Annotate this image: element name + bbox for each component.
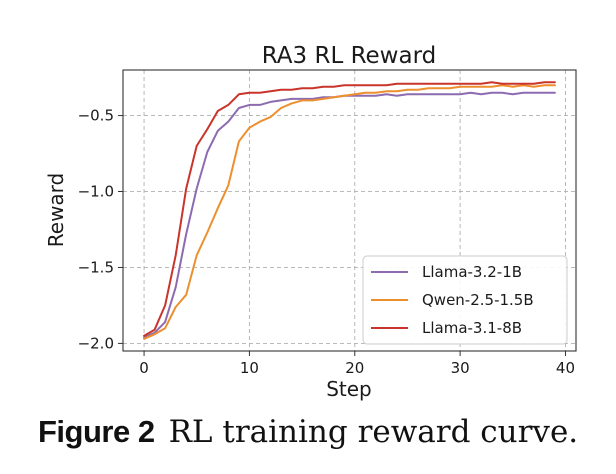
x-tick-label: 30 <box>451 359 470 377</box>
y-tick-label: −0.5 <box>78 107 114 125</box>
y-tick-label: −2.0 <box>78 334 114 352</box>
axis-ticks: 0 10 20 30 40 −2.0 −1.5 −1.0 −0.5 <box>78 107 575 377</box>
caption-text: RL training reward curve. <box>168 414 579 450</box>
series-line-1 <box>143 84 556 340</box>
legend: Llama-3.2-1B Qwen-2.5-1.5B Llama-3.1-8B <box>362 255 568 345</box>
x-tick-label: 10 <box>240 359 259 377</box>
x-tick-label: 40 <box>556 359 575 377</box>
legend-label: Qwen-2.5-1.5B <box>422 291 534 309</box>
x-tick-label: 20 <box>345 359 364 377</box>
series-line-2 <box>143 81 556 337</box>
x-axis-label: Step <box>326 377 372 401</box>
figure-caption: Figure 2 RL training reward curve. <box>38 414 578 450</box>
x-tick-label: 0 <box>139 359 149 377</box>
legend-label: Llama-3.2-1B <box>422 263 522 281</box>
legend-box <box>362 255 568 345</box>
y-tick-label: −1.0 <box>78 183 114 201</box>
y-axis-label: Reward <box>44 173 68 247</box>
plot-frame <box>122 69 577 352</box>
y-tick-label: −1.5 <box>78 258 114 276</box>
legend-label: Llama-3.1-8B <box>422 319 522 337</box>
caption-label: Figure 2 <box>38 414 155 449</box>
series-group <box>143 81 556 340</box>
chart-title: RA3 RL Reward <box>262 43 437 69</box>
